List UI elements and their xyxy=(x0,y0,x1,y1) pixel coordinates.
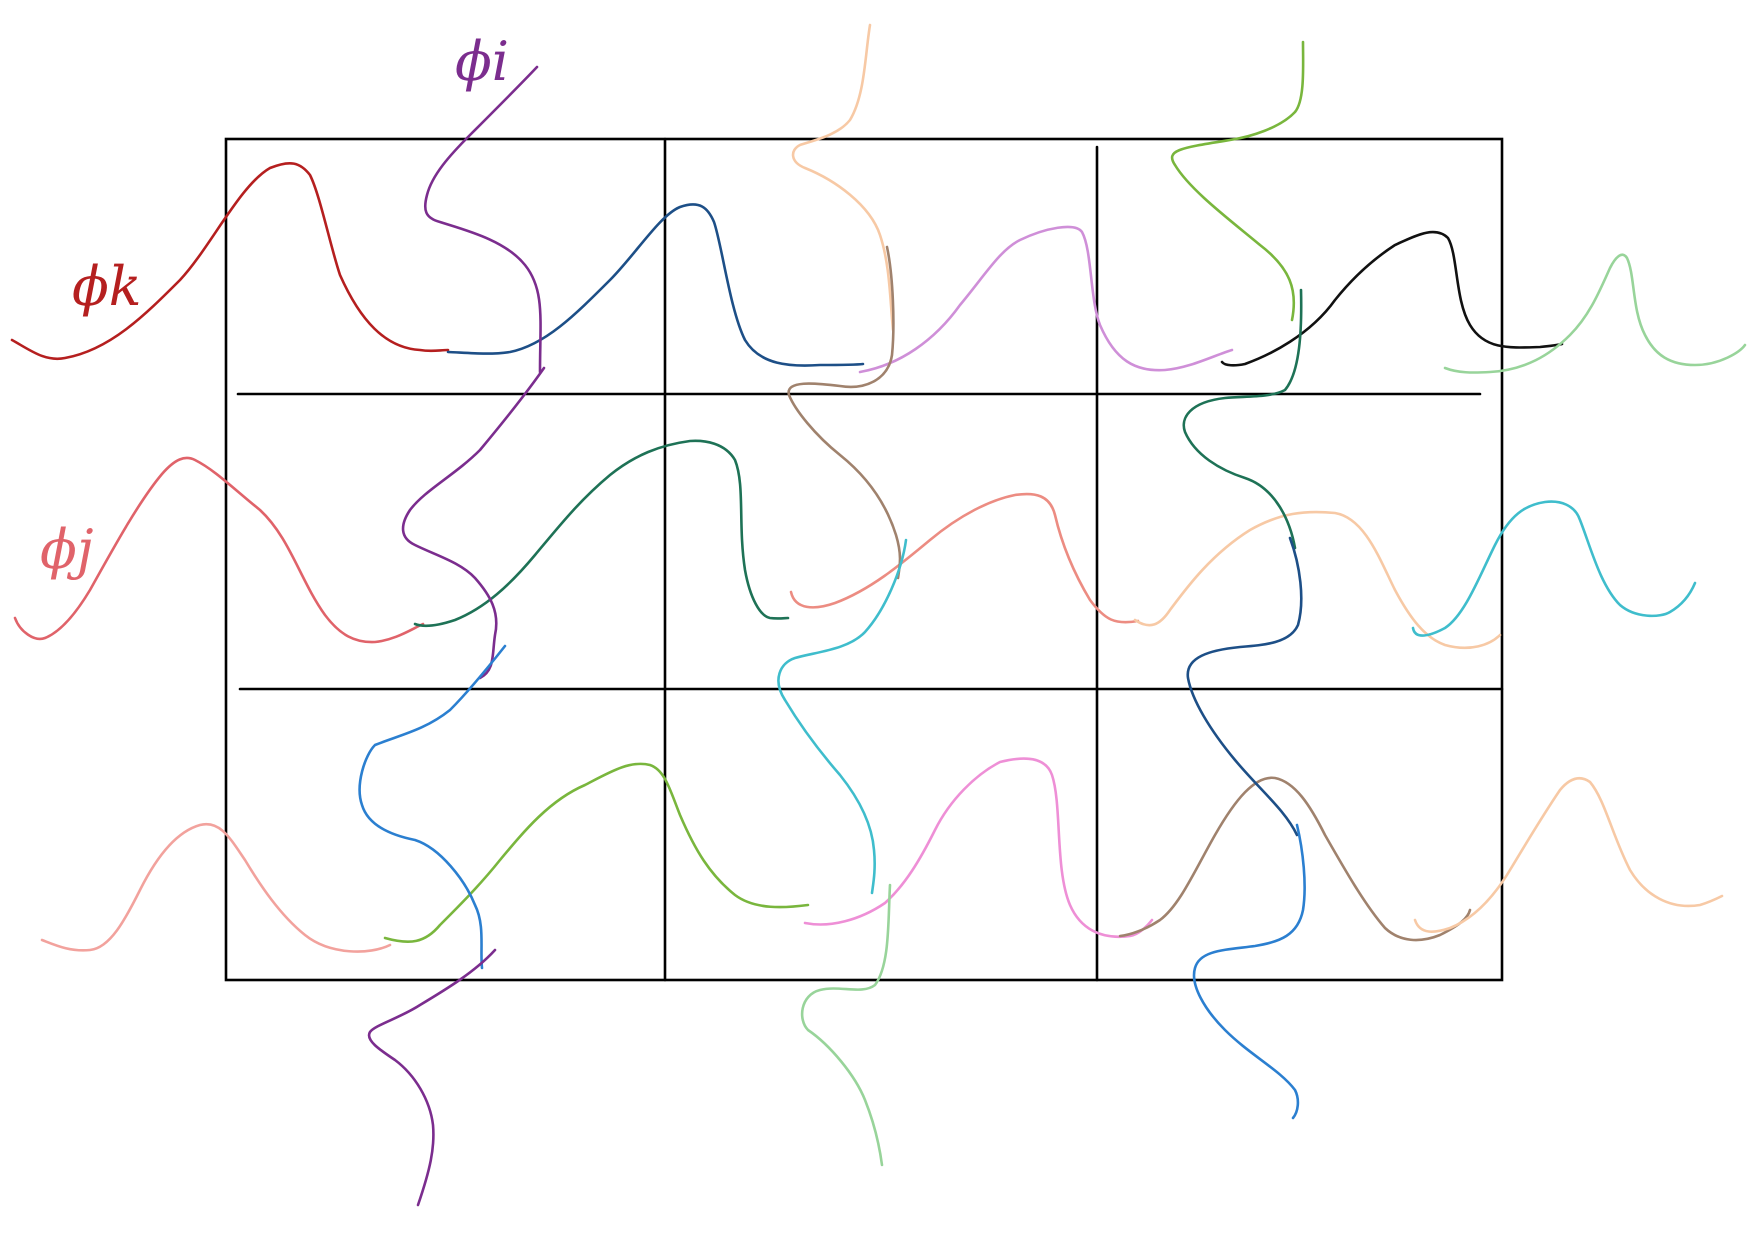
light-green-wave-vertical xyxy=(1170,40,1305,322)
phi-j-wave xyxy=(13,456,425,644)
grid-outer-border xyxy=(224,137,1504,982)
cyan-wave-row2 xyxy=(1411,500,1697,637)
phi-j-label: ϕj xyxy=(40,518,94,581)
light-salmon-wave-row3 xyxy=(40,822,392,953)
phi-k-label: ϕk xyxy=(72,255,142,318)
salmon-wave-row2 xyxy=(789,492,1140,624)
cyan-wave-vertical xyxy=(777,538,908,895)
navy-wave-row1 xyxy=(446,203,865,367)
purple-wave-middle xyxy=(401,366,546,680)
sky-blue-wave-row3 xyxy=(358,644,507,970)
horizontal-waves xyxy=(10,161,1747,953)
vertical-waves xyxy=(358,23,1306,1207)
phi-i-wave-top xyxy=(423,65,542,374)
orchid-wave-row1 xyxy=(858,225,1234,374)
phi-k-wave xyxy=(10,161,450,361)
navy-wave-vertical xyxy=(1186,536,1303,837)
sky-blue-wave-vertical xyxy=(1192,823,1306,1120)
taupe-wave-vertical xyxy=(787,245,902,580)
peach-wave-row2 xyxy=(1133,510,1502,650)
purple-wave-bottom xyxy=(367,948,497,1207)
mint-wave-vertical xyxy=(800,883,892,1167)
taupe-wave-row3 xyxy=(1118,776,1472,942)
light-green-wave-row3 xyxy=(383,762,810,944)
labels: ϕk ϕi ϕj xyxy=(40,30,509,581)
phi-i-label: ϕi xyxy=(455,30,509,93)
peach-wave-vertical xyxy=(791,23,895,332)
grid xyxy=(224,137,1504,982)
pink-wave-row3 xyxy=(803,757,1154,939)
mint-wave-row1 xyxy=(1443,253,1747,374)
peach-wave-row3 xyxy=(1413,776,1724,933)
teal-green-wave-row2 xyxy=(413,439,790,628)
teal-green-wave-vertical xyxy=(1182,288,1303,550)
black-wave-row1 xyxy=(1220,230,1564,367)
